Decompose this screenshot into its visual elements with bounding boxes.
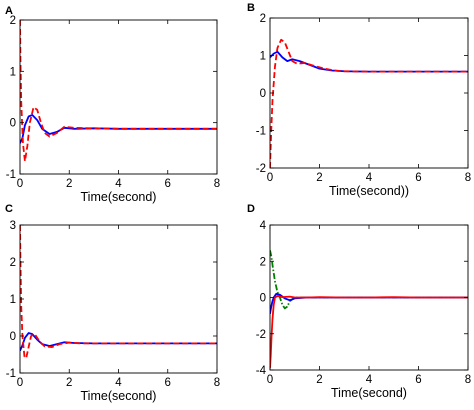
panel-b-xtick-label: 6 [415, 172, 421, 184]
panel-d-xtick-label: 4 [366, 374, 373, 386]
panel-a-xtick-label: 8 [214, 178, 220, 190]
panel-c-ytick-label: 0 [10, 331, 16, 343]
panel-d-ytick-label: -2 [256, 329, 266, 341]
panel-d-ytick-label: 2 [260, 256, 266, 268]
panel-b-ytick-label: 2 [260, 13, 266, 25]
panel-c-ytick-label: 1 [10, 294, 16, 306]
panel-b-series-2-line [270, 38, 468, 168]
panel-c-xlabel: Time(second) [81, 389, 157, 403]
panel-c-xtick-label: 4 [115, 377, 122, 389]
panel-d-series-3-line [270, 295, 468, 369]
panel-b-label: B [247, 2, 255, 14]
panel-c-axes-frame [19, 224, 218, 374]
panel-d-xtick-label: 0 [267, 374, 273, 386]
panel-d-ytick-label: 4 [260, 220, 267, 232]
panel-d-xtick-label: 2 [316, 374, 322, 386]
panel-c-label: C [5, 203, 13, 215]
panel-c-ytick-label: 3 [10, 220, 16, 232]
panel-b-xtick-label: 2 [316, 172, 322, 184]
panel-c-xtick-label: 6 [165, 377, 171, 389]
panel-d-series-1-line [270, 250, 468, 310]
panel-b-ytick-label: 1 [260, 51, 266, 63]
panel-b: B 0 2 4 6 8 -2 -1 0 1 2 Time(second)) [247, 2, 471, 198]
panel-a-xtick-label: 6 [165, 178, 171, 190]
panel-c-series-2-line [20, 225, 217, 360]
panel-b-xtick-label: 8 [465, 172, 471, 184]
panel-a-axes-frame [19, 19, 218, 175]
panel-b-ytick-label: 0 [260, 88, 266, 100]
panel-a-ytick-label: 2 [10, 15, 16, 27]
panel-b-xtick-label: 4 [366, 172, 373, 184]
panel-c-xtick-label: 8 [214, 377, 220, 389]
panel-c-ytick-label: 2 [10, 257, 16, 269]
panel-b-ytick-label: -1 [256, 126, 266, 138]
panel-d-xlabel: Time(second) [331, 386, 407, 400]
panel-a-xlabel: Time(second) [81, 190, 157, 204]
panel-a-series-2-line [20, 20, 217, 163]
panel-b-axes-frame [269, 17, 469, 169]
panel-d-label: D [247, 203, 255, 215]
panel-d-ytick-label: 0 [260, 293, 266, 305]
panel-b-series-1-line [270, 50, 468, 73]
panel-c-ytick-label: -1 [6, 368, 16, 380]
panel-c-xtick-label: 2 [66, 377, 72, 389]
panel-c-series-1-line [20, 332, 217, 352]
panel-b-ytick-label: -2 [256, 163, 266, 175]
panel-a-ytick-label: -1 [6, 169, 16, 181]
panel-a-ytick-label: 0 [10, 118, 16, 130]
panel-a-ytick-label: 1 [10, 66, 16, 78]
panel-b-xlabel: Time(second)) [329, 184, 409, 198]
panel-d-xtick-label: 6 [415, 374, 421, 386]
panel-a-label: A [5, 5, 13, 17]
panel-d-ytick-label: -4 [256, 365, 267, 377]
panel-b-xtick-label: 0 [267, 172, 273, 184]
panel-a-xtick-label: 2 [66, 178, 72, 190]
panel-a-xtick-label: 0 [17, 178, 23, 190]
panel-d-xtick-label: 8 [465, 374, 471, 386]
panel-c-xtick-label: 0 [17, 377, 23, 389]
panel-a-xtick-label: 4 [115, 178, 122, 190]
